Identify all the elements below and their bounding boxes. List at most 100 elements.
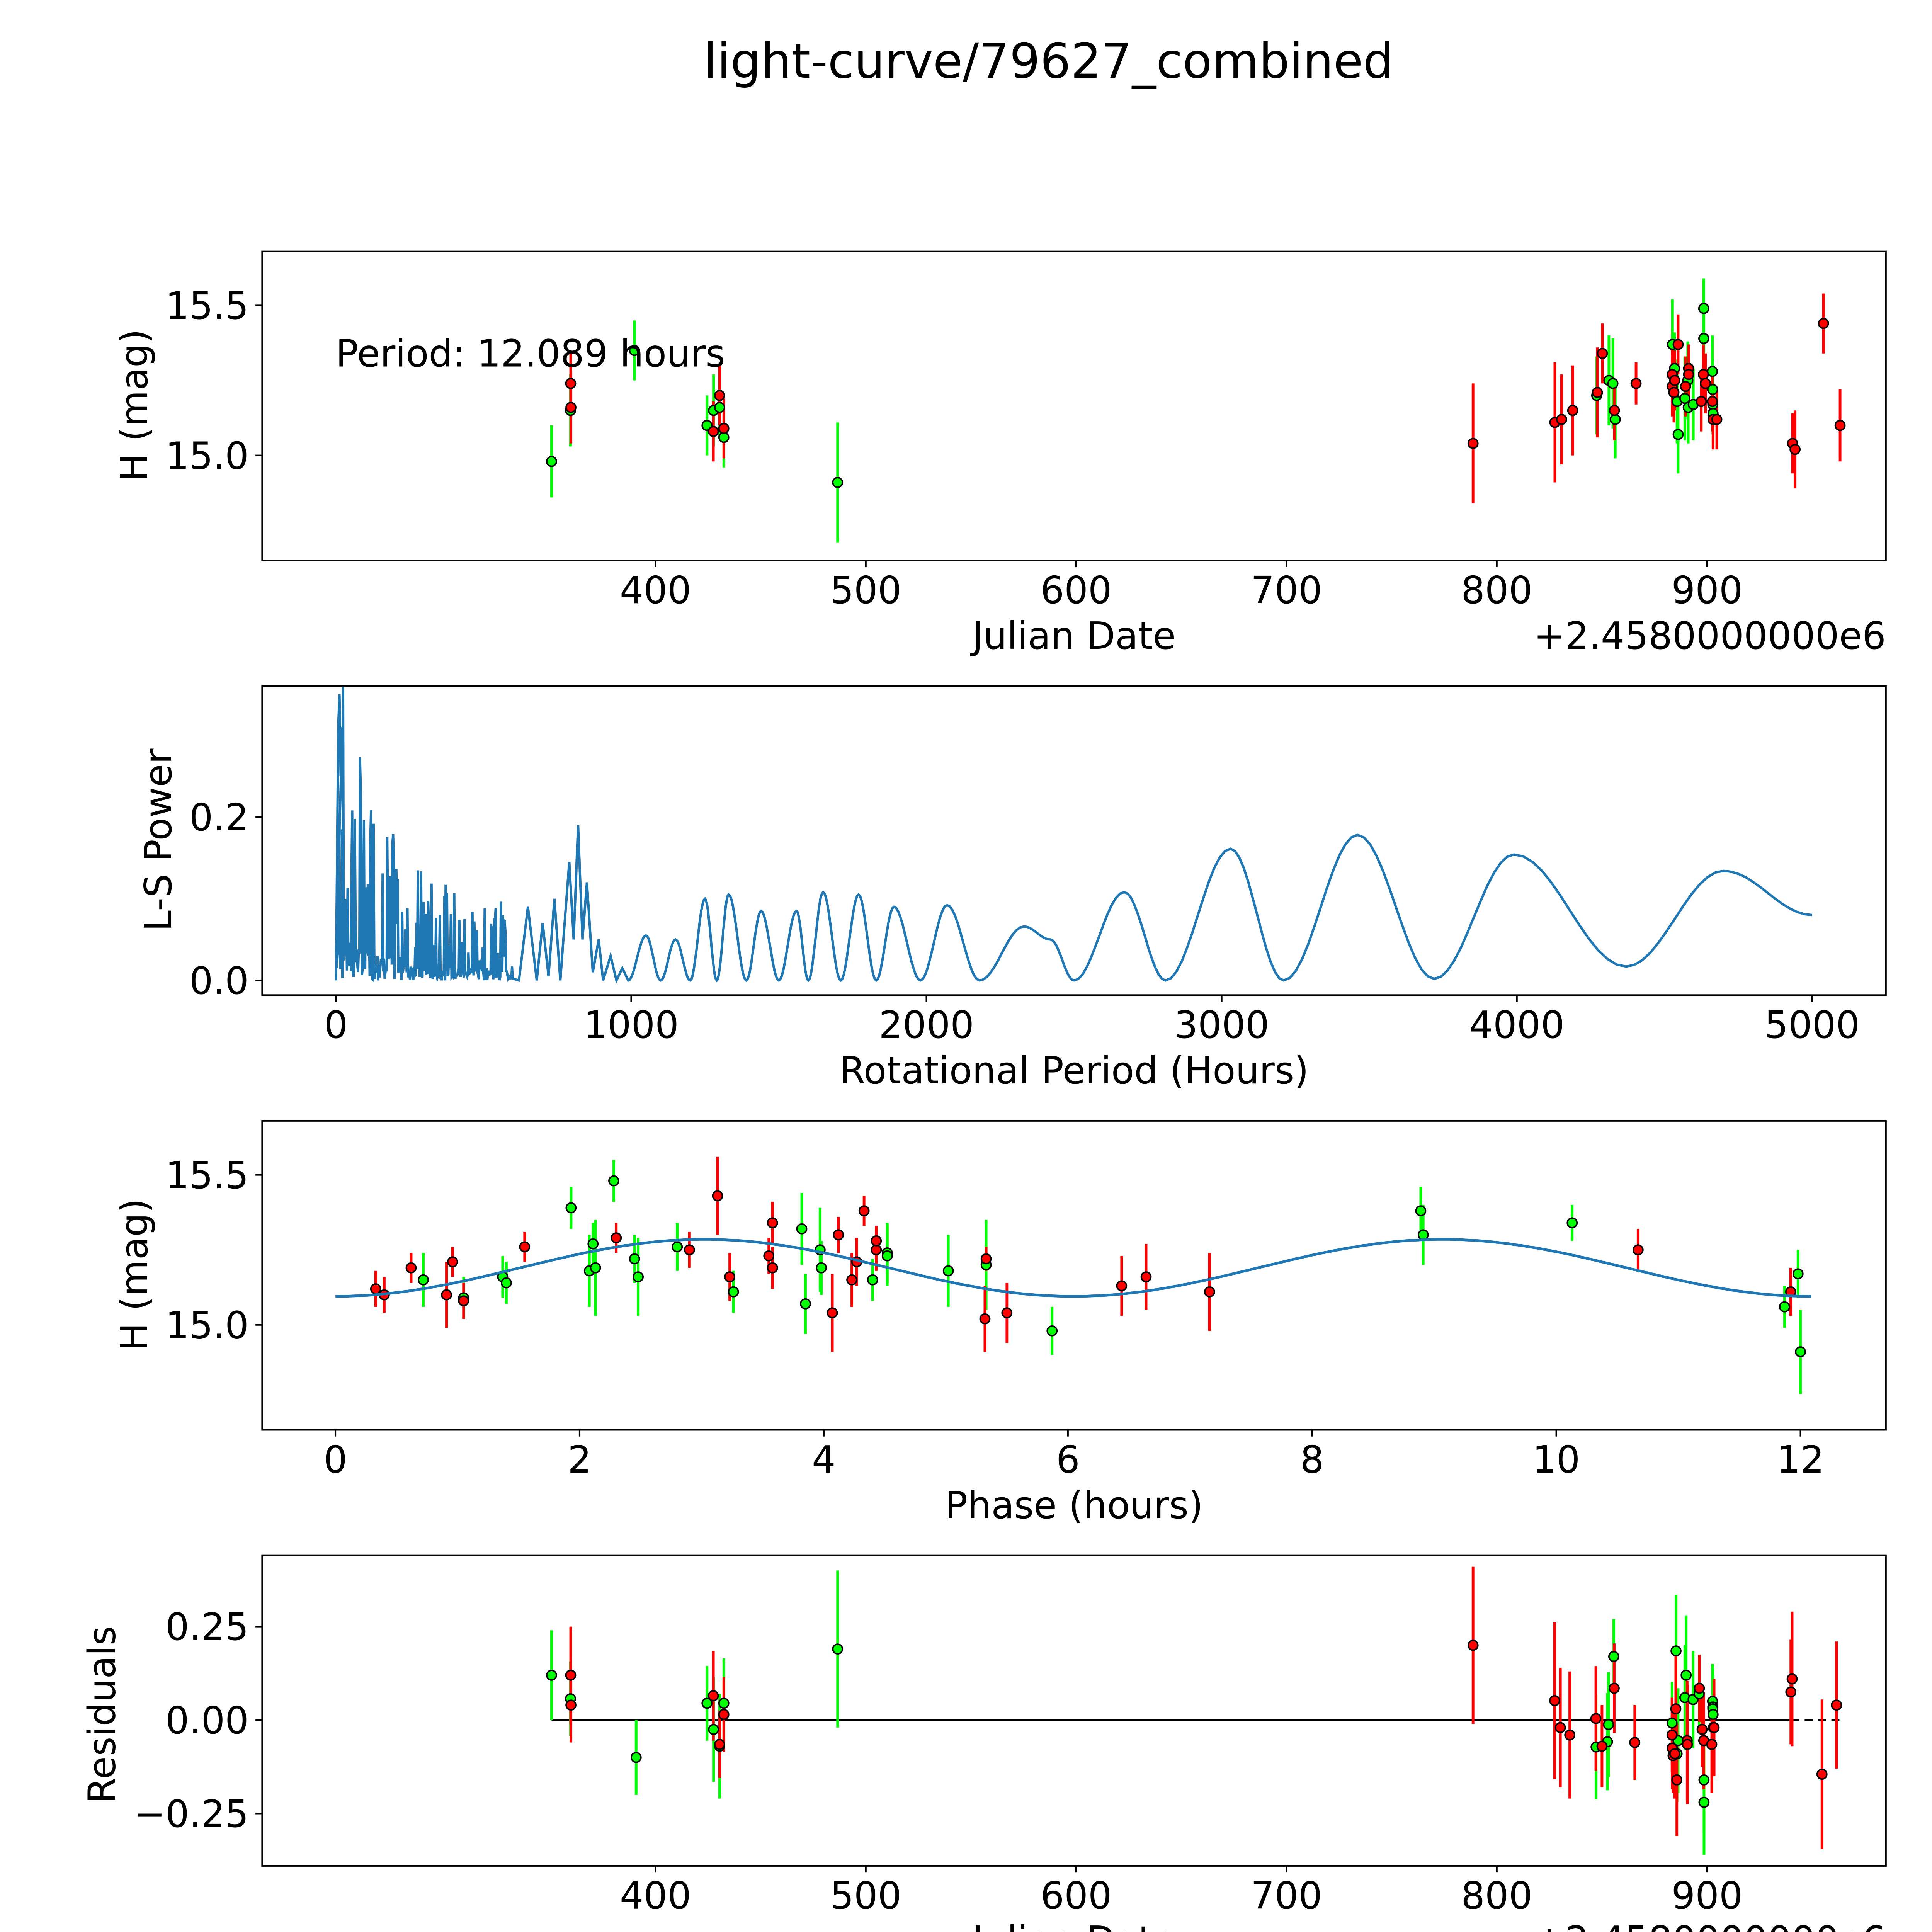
light-curve-frame	[261, 250, 1887, 561]
x-tick-label: 4000	[1469, 1003, 1565, 1047]
red-data-point	[846, 1274, 857, 1286]
green-data-point	[816, 1262, 827, 1274]
red-data-point	[1554, 1722, 1566, 1733]
red-data-point	[1700, 378, 1711, 389]
residuals-frame	[261, 1554, 1887, 1867]
red-data-point	[763, 1250, 775, 1262]
green-data-point	[1698, 333, 1709, 344]
red-data-point	[565, 378, 577, 389]
x-tick-label: 800	[1461, 1874, 1532, 1918]
y-tick-label: 15.5	[165, 1153, 249, 1197]
phase-yticks: 15.0 15.5	[165, 1153, 262, 1347]
light-curve-xlabel: Julian Date	[970, 614, 1176, 658]
periodogram-yticks: 0.0 0.2	[189, 796, 262, 1003]
y-tick-label: 15.0	[165, 1303, 249, 1347]
red-data-point	[458, 1295, 469, 1306]
phase-xticks: 0 2 4 6 8 10 12	[323, 1430, 1824, 1481]
red-data-point	[1672, 339, 1684, 350]
x-tick-label: 400	[620, 1874, 691, 1918]
green-data-point	[1672, 429, 1684, 440]
light-curve-x-offset: +2.4580000000e6	[1534, 614, 1886, 658]
x-tick-label: 900	[1672, 1874, 1743, 1918]
green-data-point	[608, 1175, 619, 1187]
red-data-point	[707, 426, 719, 437]
model-fit-curve	[335, 1238, 1811, 1298]
red-data-point	[827, 1307, 838, 1318]
x-tick-label: 2000	[879, 1003, 974, 1047]
x-tick-label: 5000	[1764, 1003, 1860, 1047]
green-data-point	[629, 1253, 640, 1265]
green-data-point	[590, 1262, 601, 1274]
red-data-point	[405, 1262, 417, 1274]
light-curve-marks	[546, 278, 1846, 543]
light-curve-ylabel: H (mag)	[112, 329, 156, 482]
red-data-point	[1609, 405, 1620, 416]
red-data-point	[519, 1241, 531, 1253]
red-data-point	[767, 1262, 778, 1274]
red-data-point	[871, 1244, 882, 1255]
x-tick-label: 8	[1300, 1438, 1324, 1481]
red-data-point	[1680, 381, 1691, 392]
red-data-point	[447, 1256, 458, 1268]
phase-frame	[261, 1120, 1887, 1431]
green-data-point	[800, 1298, 811, 1310]
phase-xlabel: Phase (hours)	[945, 1483, 1203, 1527]
green-data-point	[1603, 1719, 1614, 1730]
green-data-point	[1608, 1651, 1619, 1662]
red-data-point	[1590, 1713, 1602, 1724]
period-annotation: Period: 12.089 hours	[336, 332, 725, 375]
red-data-point	[979, 1313, 991, 1325]
x-tick-label: 12	[1777, 1438, 1824, 1481]
residuals-marks	[546, 1566, 1842, 1855]
x-tick-label: 400	[620, 568, 691, 612]
x-tick-label: 600	[1041, 1874, 1112, 1918]
green-data-point	[546, 1670, 557, 1681]
periodogram-xlabel: Rotational Period (Hours)	[839, 1049, 1309, 1092]
red-data-point	[1670, 1703, 1682, 1714]
red-data-point	[565, 402, 577, 413]
green-data-point	[1566, 1217, 1578, 1229]
red-data-point	[1116, 1280, 1128, 1292]
green-data-point	[1680, 1670, 1692, 1681]
red-data-point	[1204, 1286, 1215, 1298]
red-data-point	[980, 1253, 992, 1265]
red-data-point	[1467, 438, 1479, 449]
x-tick-label: 0	[324, 1003, 348, 1047]
y-tick-label: 0.2	[189, 796, 249, 839]
red-data-point	[1467, 1639, 1479, 1651]
green-data-point	[1607, 378, 1619, 389]
green-data-point	[1795, 1346, 1806, 1357]
x-tick-label: 3000	[1174, 1003, 1269, 1047]
y-tick-label: 0.25	[165, 1605, 249, 1649]
green-data-point	[565, 1202, 577, 1214]
red-data-point	[714, 1739, 725, 1750]
x-tick-label: 900	[1672, 568, 1743, 612]
x-tick-label: 700	[1251, 1874, 1322, 1918]
red-data-point	[1140, 1271, 1152, 1282]
green-data-point	[633, 1271, 644, 1282]
red-data-point	[565, 1670, 577, 1681]
green-data-point	[629, 345, 640, 356]
x-tick-label: 0	[323, 1438, 347, 1481]
light-curve-xticks: 400 500 600 700 800 900	[620, 560, 1743, 612]
light-curve-yticks: 15.0 15.5	[165, 284, 262, 478]
red-data-point	[1711, 414, 1723, 425]
red-data-point	[714, 390, 725, 401]
red-data-point	[1564, 1729, 1575, 1741]
green-data-point	[672, 1241, 683, 1253]
residuals-yticks: 0.25 0.00 −0.25	[134, 1605, 262, 1836]
red-data-point	[724, 1271, 735, 1282]
green-data-point	[418, 1274, 429, 1286]
x-tick-label: 10	[1532, 1438, 1580, 1481]
red-data-point	[1668, 387, 1680, 398]
red-data-point	[718, 423, 730, 434]
x-tick-label: 600	[1041, 568, 1112, 612]
green-data-point	[718, 1697, 730, 1709]
red-data-point	[871, 1235, 882, 1247]
residuals-x-offset: +2.4580000000e6	[1534, 1918, 1886, 1932]
green-data-point	[1707, 384, 1718, 395]
green-data-point	[1698, 303, 1709, 314]
red-data-point	[1669, 375, 1680, 386]
periodogram-panel: 0 1000 2000 3000 4000 5000 0.0 0.2 Rotational …	[136, 685, 1887, 1092]
